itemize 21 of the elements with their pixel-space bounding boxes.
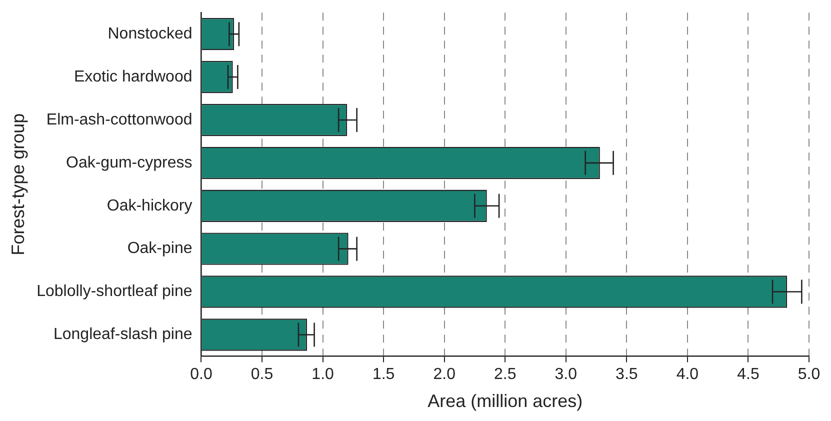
x-tick-label: 4.0 (676, 366, 699, 384)
y-tick-label: Oak-pine (127, 240, 192, 258)
y-tick-label: Loblolly-shortleaf pine (36, 283, 192, 300)
x-axis-title: Area (million acres) (428, 391, 583, 412)
x-tick-label: 2.0 (433, 366, 456, 384)
x-tick-label: 1.5 (372, 366, 395, 384)
y-tick-label: Exotic hardwood (74, 68, 192, 86)
x-tick-label: 3.5 (616, 366, 638, 384)
x-tick-label: 1.0 (312, 366, 334, 384)
x-tick-label: 2.5 (494, 366, 516, 384)
x-tick-label: 3.0 (554, 366, 578, 384)
y-tick-label: Oak-gum-cypress (66, 154, 192, 172)
x-tick-label: 0.0 (190, 366, 212, 384)
y-tick-label: Nonstocked (108, 25, 192, 42)
x-tick-label: 5.0 (798, 366, 820, 384)
x-tick-label: 4.5 (737, 366, 760, 384)
y-tick-label: Elm-ash-cottonwood (46, 111, 192, 128)
y-axis-title: Forest-type group (8, 113, 28, 256)
x-tick-label: 0.5 (250, 366, 274, 384)
y-tick-label: Oak-hickory (106, 197, 192, 214)
y-tick-label: Longleaf-slash pine (53, 326, 192, 344)
